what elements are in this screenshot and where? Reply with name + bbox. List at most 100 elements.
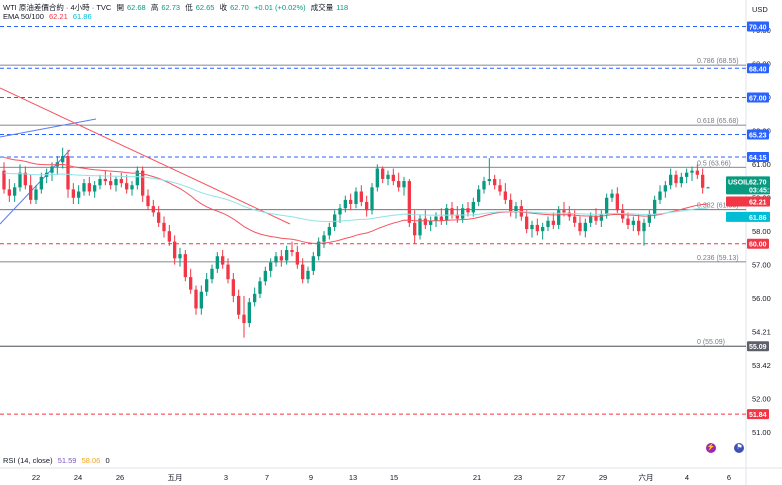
candle-body — [98, 178, 102, 186]
candle-body — [343, 199, 347, 209]
candle-body — [599, 214, 603, 221]
candle-body — [322, 235, 326, 242]
candle-body — [66, 156, 70, 190]
candle-body — [173, 241, 177, 259]
price-level-label: 60.00 — [749, 242, 767, 249]
candle-body — [274, 256, 278, 263]
rsi-legend[interactable]: RSI (14, close) 51.59 58.06 0 — [3, 456, 113, 465]
low-label: 低 — [185, 3, 193, 12]
candle-body — [418, 218, 422, 236]
candle-body — [258, 281, 262, 294]
candle-body — [301, 264, 305, 280]
price-level-tag — [747, 21, 769, 32]
candle-body — [7, 189, 11, 196]
candle-body — [295, 252, 299, 265]
candle-body — [93, 185, 97, 192]
x-tick-label: 27 — [557, 473, 565, 482]
candle-body — [114, 178, 118, 186]
fib-label: 0.618 (65.68) — [697, 118, 739, 125]
candle-body — [167, 231, 171, 242]
x-tick-label: 六月 — [639, 472, 654, 482]
candle-body — [135, 170, 139, 186]
rsi-value: 51.59 — [57, 456, 77, 465]
candle-body — [231, 279, 235, 296]
x-tick-label: 7 — [265, 473, 269, 482]
candle-body — [637, 220, 641, 232]
candle-body — [311, 256, 315, 271]
x-tick-label: 21 — [473, 473, 481, 482]
ema-legend[interactable]: EMA 50/100 62.21 61.86 — [3, 12, 95, 21]
y-tick-label: 58.00 — [752, 227, 771, 236]
lightning-icon[interactable]: ⚡ — [706, 443, 716, 453]
candle-body — [119, 178, 123, 184]
fib-label: 0.382 (61.63) — [697, 203, 739, 210]
ema100-value: 61.86 — [72, 12, 92, 21]
rsi-ma-value: 58.06 — [81, 456, 101, 465]
current-price-label: 62.70 — [749, 179, 767, 186]
candle-body — [413, 222, 417, 236]
flag-icon[interactable]: ⚑ — [734, 443, 745, 453]
candle-body — [631, 220, 635, 225]
x-tick-label: 22 — [32, 473, 40, 482]
candle-body — [653, 199, 657, 215]
candle-body — [525, 216, 529, 230]
fib-label: 0.5 (63.66) — [697, 160, 731, 167]
price-level-tag — [747, 341, 769, 352]
candle-body — [551, 220, 555, 225]
bottom-icons: ⚡ ⚑ — [706, 436, 758, 454]
candle-body — [199, 291, 203, 309]
candle-body — [471, 201, 475, 213]
candle-body — [178, 254, 182, 259]
volume-label: 成交量 — [310, 3, 334, 12]
current-price-tag — [726, 196, 770, 207]
candle-body — [690, 170, 694, 173]
candle-body — [237, 295, 241, 315]
candle-body — [247, 302, 251, 324]
candle-body — [509, 199, 513, 213]
candle-body — [306, 270, 310, 280]
candle-body — [391, 174, 395, 182]
candle-body — [583, 222, 587, 232]
current-symbol-label: USOIL — [728, 179, 750, 186]
candle-body — [50, 166, 54, 173]
trend-line — [0, 149, 71, 225]
trend-line — [0, 118, 97, 138]
currency-label: USD — [752, 5, 768, 14]
candle-body — [130, 185, 134, 190]
candle-body — [381, 168, 385, 179]
current-price-label: 61.86 — [749, 215, 767, 222]
symbol-title[interactable]: WTI 原油差價合約 · 4小時 · TVC — [3, 3, 112, 12]
candle-body — [498, 185, 502, 192]
fib-label: 0 (55.09) — [697, 339, 725, 346]
x-tick-label: 6 — [727, 473, 731, 482]
open-label: 開 — [116, 3, 124, 12]
x-tick-label: 13 — [349, 473, 357, 482]
candle-body — [439, 216, 443, 221]
candle-body — [151, 206, 155, 213]
candle-body — [573, 216, 577, 223]
x-tick-label: 3 — [224, 473, 228, 482]
price-level-label: 55.09 — [749, 344, 767, 351]
candle-body — [530, 224, 534, 230]
candle-body — [477, 189, 481, 202]
candle-body — [541, 227, 545, 232]
y-tick-label: 52.00 — [752, 395, 771, 404]
candle-body — [562, 210, 566, 213]
candle-body — [461, 208, 465, 219]
candle-body — [423, 218, 427, 225]
low-value: 62.65 — [195, 3, 215, 12]
price-level-tag — [747, 92, 769, 103]
candle-body — [674, 174, 678, 184]
price-level-tag — [747, 409, 769, 420]
price-level-tag — [747, 63, 769, 74]
candle-body — [557, 210, 561, 225]
close-value: 62.70 — [230, 3, 249, 12]
candle-body — [146, 195, 150, 207]
candle-body — [701, 174, 705, 188]
candle-body — [594, 216, 598, 221]
current-price-tag — [726, 176, 770, 195]
candle-body — [647, 214, 651, 223]
candle-body — [338, 208, 342, 215]
candle-body — [210, 268, 214, 280]
